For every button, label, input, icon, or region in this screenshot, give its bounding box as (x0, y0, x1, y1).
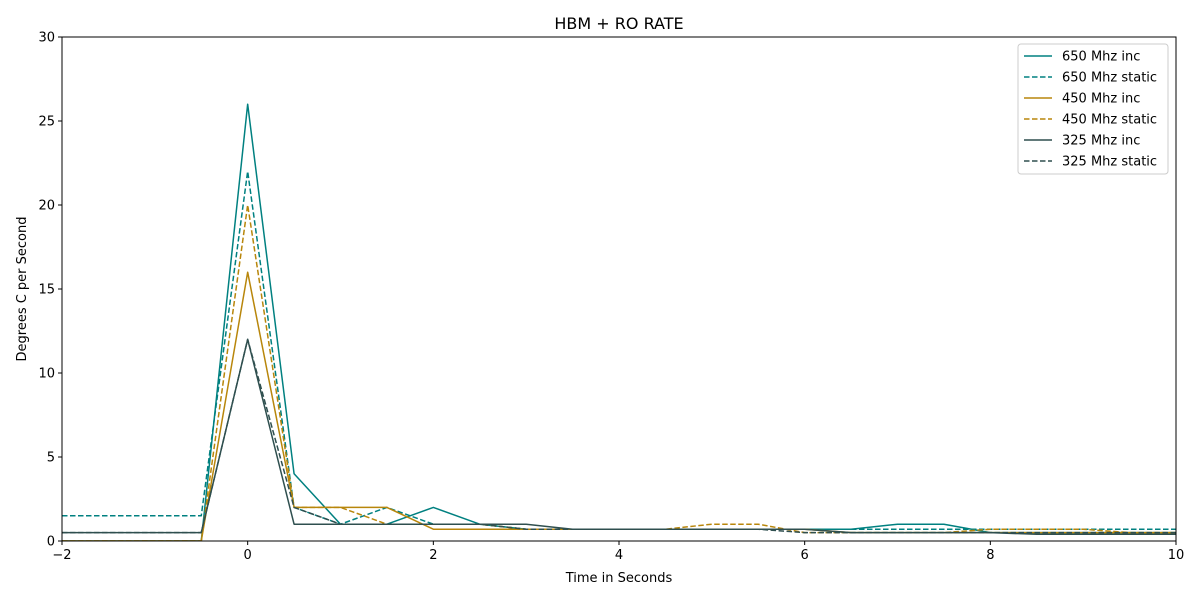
x-tick-label: 6 (801, 548, 809, 563)
x-tick-label: 0 (244, 548, 252, 563)
x-tick-label: 8 (986, 548, 994, 563)
x-tick-label: 10 (1168, 548, 1185, 563)
x-tick-label: 2 (429, 548, 437, 563)
y-tick-label: 15 (38, 283, 55, 298)
plot-area (62, 103, 1176, 541)
legend-label: 650 Mhz static (1062, 71, 1157, 86)
y-tick-label: 10 (38, 367, 55, 382)
chart-title: HBM + RO RATE (554, 14, 683, 33)
x-tick-label: 4 (615, 548, 623, 563)
y-tick-label: 25 (38, 115, 55, 130)
x-axis-title: Time in Seconds (565, 571, 673, 586)
legend-label: 450 Mhz inc (1062, 92, 1140, 107)
legend-label: 650 Mhz inc (1062, 50, 1140, 65)
legend-label: 325 Mhz inc (1062, 134, 1140, 149)
y-tick-label: 5 (47, 451, 55, 466)
y-tick-label: 0 (47, 535, 55, 550)
legend: 650 Mhz inc 650 Mhz static 450 Mhz inc 450 … (1017, 43, 1169, 175)
series-line-325-mhz-static (62, 338, 1176, 534)
y-tick-label: 20 (38, 199, 55, 214)
x-tick-label: −2 (52, 548, 71, 563)
series-line-450-mhz-static (62, 204, 1176, 541)
y-axis-title: Degrees C per Second (15, 217, 30, 362)
legend-label: 450 Mhz static (1062, 113, 1157, 128)
legend-label: 325 Mhz static (1062, 155, 1157, 170)
y-tick-label: 30 (38, 31, 55, 46)
legend-box (1017, 43, 1169, 175)
